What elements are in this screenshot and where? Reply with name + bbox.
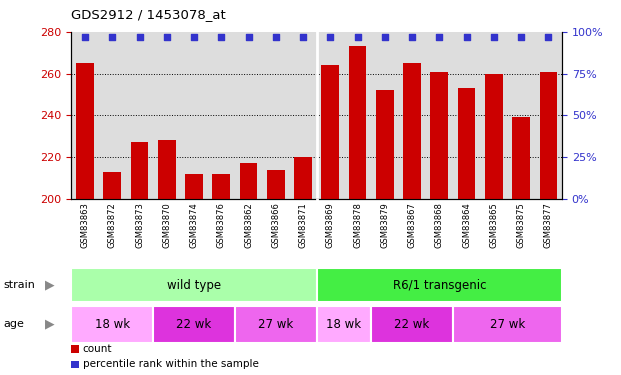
- Text: R6/1 transgenic: R6/1 transgenic: [392, 279, 486, 291]
- Bar: [76, 63, 94, 199]
- Text: GSM83864: GSM83864: [462, 202, 471, 248]
- Bar: [294, 157, 312, 199]
- Bar: [130, 142, 148, 199]
- Bar: [376, 90, 394, 199]
- Point: [162, 34, 172, 40]
- Text: 18 wk: 18 wk: [95, 318, 130, 331]
- Text: age: age: [3, 320, 24, 329]
- Bar: [540, 72, 557, 199]
- Bar: [235, 306, 317, 343]
- Point: [243, 34, 253, 40]
- Text: GSM83867: GSM83867: [407, 202, 417, 248]
- Bar: [371, 306, 453, 343]
- Bar: [71, 268, 317, 302]
- Bar: [322, 65, 339, 199]
- Point: [543, 34, 553, 40]
- Bar: [212, 174, 230, 199]
- Bar: [430, 72, 448, 199]
- Point: [325, 34, 335, 40]
- Point: [461, 34, 471, 40]
- Point: [380, 34, 390, 40]
- Bar: [485, 74, 503, 199]
- Text: 22 wk: 22 wk: [394, 318, 430, 331]
- Bar: [349, 46, 366, 199]
- Bar: [512, 117, 530, 199]
- Text: GSM83870: GSM83870: [162, 202, 171, 248]
- Point: [489, 34, 499, 40]
- Text: 22 wk: 22 wk: [176, 318, 212, 331]
- Text: GSM83863: GSM83863: [81, 202, 89, 248]
- Point: [407, 34, 417, 40]
- Text: strain: strain: [3, 280, 35, 290]
- Text: GSM83878: GSM83878: [353, 202, 362, 248]
- Point: [434, 34, 444, 40]
- Bar: [240, 163, 258, 199]
- Point: [516, 34, 526, 40]
- Text: 18 wk: 18 wk: [327, 318, 361, 331]
- Text: GSM83862: GSM83862: [244, 202, 253, 248]
- Text: ▶: ▶: [45, 279, 54, 291]
- Text: GSM83879: GSM83879: [380, 202, 389, 248]
- Bar: [267, 170, 284, 199]
- Point: [189, 34, 199, 40]
- Bar: [71, 306, 153, 343]
- Point: [271, 34, 281, 40]
- Text: GSM83872: GSM83872: [108, 202, 117, 248]
- Text: GSM83874: GSM83874: [189, 202, 199, 248]
- Point: [135, 34, 145, 40]
- Point: [216, 34, 226, 40]
- Text: GSM83869: GSM83869: [326, 202, 335, 248]
- Bar: [453, 306, 562, 343]
- Text: GSM83868: GSM83868: [435, 202, 444, 248]
- Text: percentile rank within the sample: percentile rank within the sample: [83, 359, 258, 369]
- Text: wild type: wild type: [167, 279, 221, 291]
- Bar: [317, 268, 562, 302]
- Text: GSM83865: GSM83865: [489, 202, 499, 248]
- Text: GSM83866: GSM83866: [271, 202, 280, 248]
- Bar: [185, 174, 203, 199]
- Text: GSM83873: GSM83873: [135, 202, 144, 248]
- Text: GSM83876: GSM83876: [217, 202, 226, 248]
- Bar: [317, 306, 371, 343]
- Point: [80, 34, 90, 40]
- Point: [107, 34, 117, 40]
- Text: count: count: [83, 344, 112, 354]
- Bar: [153, 306, 235, 343]
- Text: GSM83871: GSM83871: [299, 202, 307, 248]
- Text: GDS2912 / 1453078_at: GDS2912 / 1453078_at: [71, 8, 226, 21]
- Text: 27 wk: 27 wk: [490, 318, 525, 331]
- Bar: [158, 140, 176, 199]
- Text: ▶: ▶: [45, 318, 54, 331]
- Bar: [104, 172, 121, 199]
- Text: GSM83877: GSM83877: [544, 202, 553, 248]
- Text: GSM83875: GSM83875: [517, 202, 525, 248]
- Point: [353, 34, 363, 40]
- Point: [298, 34, 308, 40]
- Bar: [458, 88, 476, 199]
- Text: 27 wk: 27 wk: [258, 318, 294, 331]
- Bar: [403, 63, 421, 199]
